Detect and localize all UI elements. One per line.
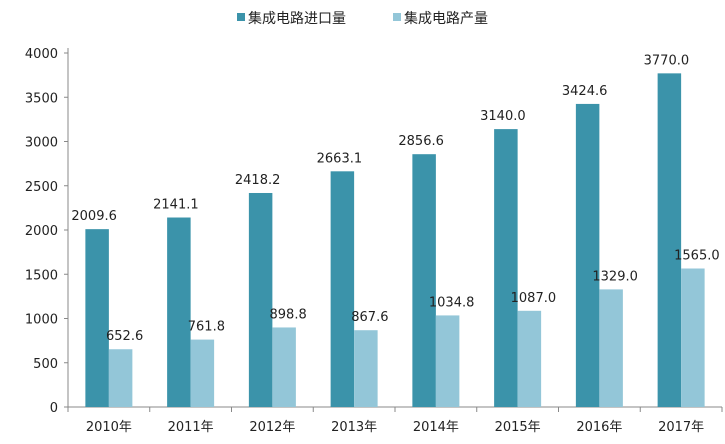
- bar-production: [354, 330, 378, 407]
- x-tick-label: 2016年: [576, 420, 622, 435]
- bar-production: [517, 310, 542, 407]
- data-label: 1087.0: [511, 291, 557, 306]
- y-tick-label: 3000: [25, 136, 58, 151]
- y-tick-label: 4000: [25, 47, 58, 62]
- legend-label: 集成电路产量: [404, 10, 488, 27]
- x-tick-label: 2013年: [331, 420, 377, 435]
- bar-import: [330, 171, 355, 407]
- bar-import: [657, 73, 682, 407]
- x-tick-label: 2010年: [86, 420, 132, 435]
- data-label: 2663.1: [317, 151, 363, 166]
- bar-import: [248, 192, 273, 407]
- bar-production: [599, 289, 623, 407]
- y-tick-label: 1000: [25, 313, 58, 328]
- x-tick-label: 2011年: [168, 420, 214, 435]
- data-label: 2141.1: [153, 198, 199, 213]
- y-tick-label: 3500: [25, 91, 58, 106]
- data-label: 2856.6: [398, 134, 444, 149]
- bar-production: [681, 268, 705, 407]
- data-label: 3140.0: [480, 109, 526, 124]
- data-label: 867.6: [351, 310, 388, 325]
- x-tick-label: 2012年: [249, 420, 295, 435]
- bar-import: [494, 129, 518, 408]
- bar-import: [167, 217, 191, 407]
- data-label: 2418.2: [235, 173, 281, 188]
- bar-production: [435, 315, 460, 407]
- y-tick-label: 0: [50, 401, 58, 416]
- legend-swatch: [237, 13, 245, 21]
- data-labels: 2009.6 2141.1 2418.2 2663.1 2856.6 3140.0 3424…: [71, 53, 719, 344]
- data-label: 2009.6: [71, 209, 117, 224]
- bar-import: [85, 229, 109, 407]
- x-tick-label: 2015年: [495, 420, 541, 435]
- data-label: 1034.8: [429, 295, 475, 310]
- y-tick-label: 1500: [25, 268, 58, 283]
- data-label: 1565.0: [674, 248, 720, 263]
- legend-label: 集成电路进口量: [248, 10, 346, 27]
- data-label: 652.6: [106, 329, 143, 344]
- bar-production: [190, 339, 215, 407]
- data-label: 3770.0: [644, 53, 690, 68]
- y-tick-label: 2000: [25, 224, 58, 239]
- legend-swatch: [393, 13, 401, 21]
- axes: 0 500 1000 1500 2000 2500 3000 3500 4000 2010年 201…: [25, 47, 723, 435]
- bar-production: [108, 349, 133, 407]
- bar-import: [575, 103, 600, 407]
- data-label: 3424.6: [562, 84, 608, 99]
- data-label: 761.8: [188, 320, 225, 335]
- data-label: 898.8: [270, 307, 307, 322]
- bars: [85, 73, 705, 408]
- data-label: 1329.0: [592, 269, 638, 284]
- bar-import: [412, 154, 436, 407]
- y-tick-label: 2500: [25, 180, 58, 195]
- x-tick-label: 2017年: [658, 420, 704, 435]
- bar-production: [272, 327, 296, 407]
- legend: 集成电路进口量 集成电路产量: [237, 10, 488, 27]
- x-tick-label: 2014年: [413, 420, 459, 435]
- y-tick-label: 500: [33, 357, 58, 372]
